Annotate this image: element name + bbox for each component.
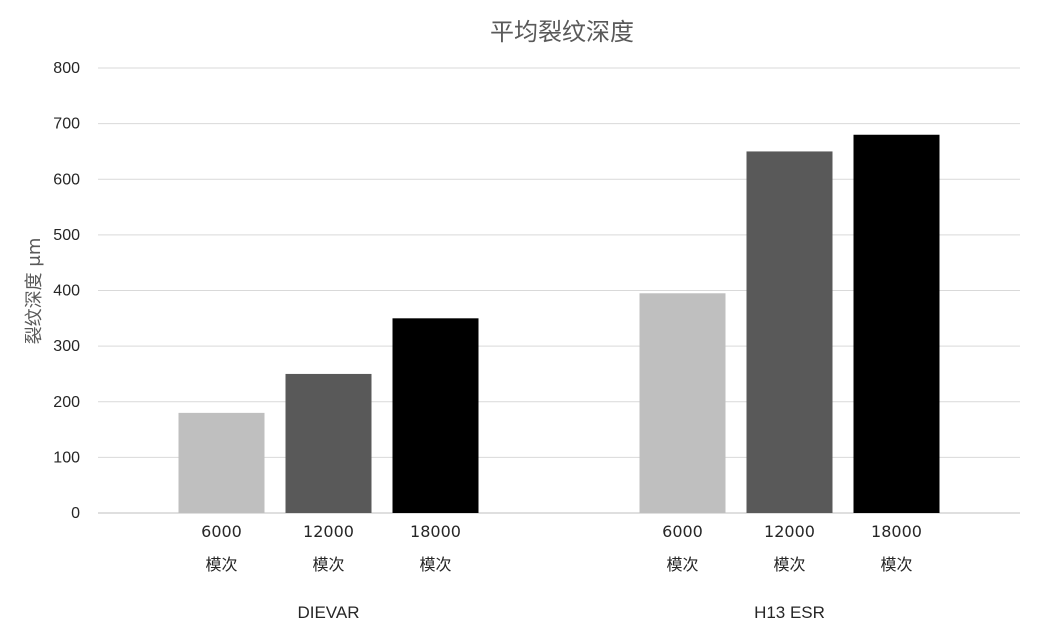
x-tick-unit-label: 模次 [312,555,344,574]
x-tick-count-label: 18000 [410,522,461,541]
y-axis-label: 裂纹深度 μm [24,238,45,345]
bar-h13-esr-12000 [746,151,833,513]
y-tick-label: 600 [53,171,80,188]
y-tick-label: 400 [53,283,80,300]
bar-dievar-12000 [285,373,372,513]
y-tick-label: 100 [53,449,80,466]
x-tick-count-label: 12000 [303,522,354,541]
x-tick-unit-label: 模次 [205,555,237,574]
x-tick-count-label: 12000 [764,522,815,541]
x-tick-count-label: 18000 [871,522,922,541]
x-tick-count-label: 6000 [201,522,242,541]
bar-dievar-6000 [178,412,265,513]
x-tick-unit-label: 模次 [419,555,451,574]
y-tick-label: 300 [53,338,80,355]
bar-h13-esr-6000 [639,293,726,513]
y-tick-label: 800 [53,60,80,77]
bar-dievar-18000 [392,318,479,513]
x-group-label: H13 ESR [754,603,825,622]
y-tick-label: 700 [53,116,80,133]
chart-title: 平均裂纹深度 [490,18,634,46]
x-category-labels: 6000 模次 12000 模次 18000 模次 DIEVAR 6000 模次 12000 模次 1… [201,522,922,622]
y-tick-label: 0 [71,505,80,522]
bar-h13-esr-18000 [853,134,940,513]
y-tick-label: 200 [53,394,80,411]
x-tick-unit-label: 模次 [666,555,698,574]
x-group-label: DIEVAR [297,603,359,622]
x-tick-count-label: 6000 [662,522,703,541]
bars [178,134,940,513]
x-tick-unit-label: 模次 [773,555,805,574]
x-tick-unit-label: 模次 [880,555,912,574]
y-tick-labels: 0 100 200 300 400 500 600 700 800 [53,60,80,522]
y-tick-label: 500 [53,227,80,244]
